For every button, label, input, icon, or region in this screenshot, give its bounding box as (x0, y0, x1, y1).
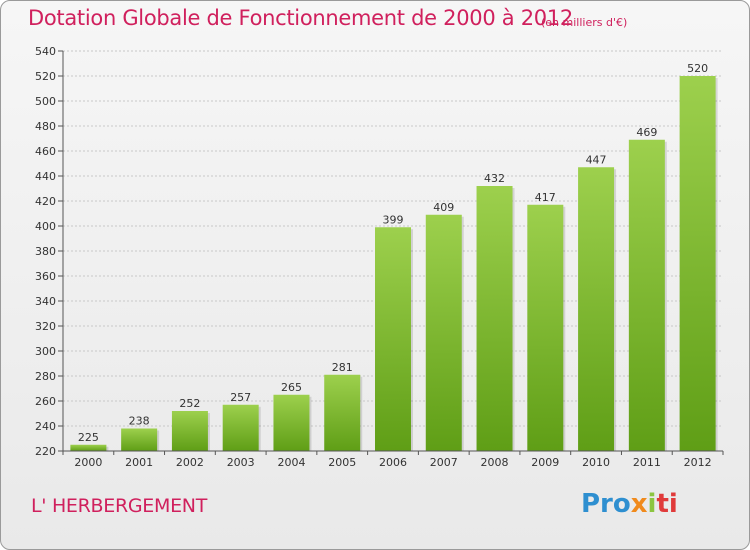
data-label: 265 (281, 381, 302, 394)
y-tick-label: 240 (35, 420, 56, 433)
data-label: 417 (535, 191, 556, 204)
x-tick-label: 2012 (684, 456, 712, 469)
y-tick-label: 500 (35, 95, 56, 108)
x-tick-label: 2003 (227, 456, 255, 469)
x-tick-label: 2001 (125, 456, 153, 469)
bar (222, 404, 259, 451)
y-tick-label: 300 (35, 345, 56, 358)
x-tick-label: 2011 (633, 456, 661, 469)
bar (375, 227, 411, 451)
y-tick-label: 340 (35, 295, 56, 308)
x-tick-label: 2004 (277, 456, 305, 469)
x-tick-label: 2009 (531, 456, 559, 469)
x-tick-label: 2000 (74, 456, 102, 469)
y-tick-label: 460 (35, 145, 56, 158)
data-label: 399 (383, 213, 404, 226)
bar (324, 374, 361, 451)
x-tick-label: 2008 (481, 456, 509, 469)
x-tick-label: 2010 (582, 456, 610, 469)
bar-layer: 225 238 252 257 265 281 399 409 432 417 447 469 520 (70, 62, 718, 451)
x-tick-label: 2005 (328, 456, 356, 469)
y-tick-label: 420 (35, 195, 56, 208)
logo-part-1: Pro (581, 489, 631, 519)
data-label: 257 (230, 391, 251, 404)
data-label: 432 (484, 172, 505, 185)
logo-part-4: ti (656, 489, 678, 519)
logo-part-3: i (647, 489, 657, 519)
data-label: 238 (129, 415, 150, 428)
y-tick-label: 320 (35, 320, 56, 333)
chart-title: Dotation Globale de Fonctionnement de 20… (28, 6, 573, 30)
y-tick-label: 380 (35, 245, 56, 258)
commune-name: L' HERBERGEMENT (31, 495, 208, 517)
y-tick-label: 540 (35, 45, 56, 58)
data-label: 469 (636, 126, 657, 139)
axis-layer: 220 240 260 280 300 320 340 360 380 400 420 440 460 4… (35, 45, 724, 469)
bar (527, 204, 564, 451)
bar (578, 167, 615, 451)
chart-unit: (en milliers d'€) (541, 16, 628, 29)
y-tick-label: 280 (35, 370, 56, 383)
y-tick-label: 520 (35, 70, 56, 83)
y-tick-label: 220 (35, 445, 56, 458)
y-tick-label: 400 (35, 220, 56, 233)
data-label: 252 (179, 397, 200, 410)
bar (171, 411, 208, 451)
data-label: 409 (433, 201, 454, 214)
bar (476, 186, 513, 451)
y-tick-label: 360 (35, 270, 56, 283)
bar (121, 428, 158, 451)
x-tick-label: 2007 (430, 456, 458, 469)
data-label: 447 (586, 153, 607, 166)
data-label: 281 (332, 361, 353, 374)
x-tick-label: 2002 (176, 456, 204, 469)
data-label: 520 (687, 62, 708, 75)
y-tick-label: 260 (35, 395, 56, 408)
data-label: 225 (78, 431, 99, 444)
bar (628, 139, 665, 451)
x-tick-label: 2006 (379, 456, 407, 469)
bar (273, 394, 310, 451)
logo-part-2: x (630, 489, 648, 519)
bar (70, 444, 107, 451)
bar (679, 76, 716, 451)
y-tick-label: 440 (35, 170, 56, 183)
bar (425, 214, 462, 451)
y-tick-label: 480 (35, 120, 56, 133)
proxiti-logo[interactable]: Proxiti (581, 489, 678, 519)
